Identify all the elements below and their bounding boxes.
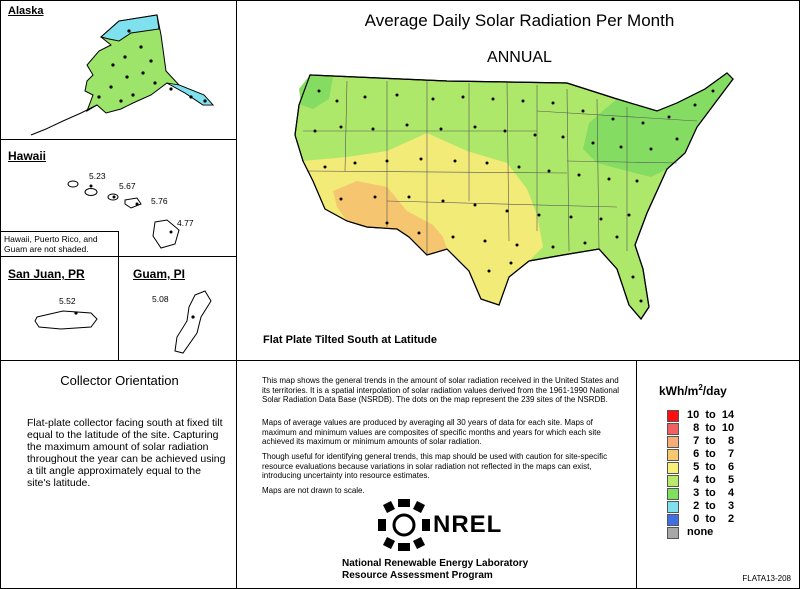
orientation-panel: Collector Orientation Flat-plate collect…	[0, 360, 237, 589]
legend-swatch	[667, 488, 679, 500]
guam-title: Guam, PI	[133, 267, 186, 281]
shading-note: Hawaii, Puerto Rico, and Guam are not sh…	[1, 231, 119, 257]
legend-label: 8 to 10	[687, 422, 735, 434]
hawaii-inset: Hawaii 5.23 5.67 5.76 4.77 Hawaii, Puert…	[0, 139, 237, 257]
hawaii-value-2: 5.67	[119, 181, 136, 191]
legend-label: 3 to 4	[687, 487, 735, 499]
sanjuan-value: 5.52	[59, 296, 76, 306]
hawaii-value-3: 5.76	[151, 196, 168, 206]
legend-label: none	[687, 526, 714, 538]
sanjuan-inset: San Juan, PR 5.52	[0, 256, 119, 361]
nrel-logo-text: NREL	[433, 511, 503, 538]
legend-swatch	[667, 423, 679, 435]
legend-swatch	[667, 527, 679, 539]
legend-swatch	[667, 449, 679, 461]
alaska-map	[30, 14, 215, 136]
hawaii-value-4: 4.77	[177, 218, 194, 228]
description-p3: Though useful for identifying general tr…	[262, 452, 608, 480]
hawaii-title: Hawaii	[8, 149, 47, 163]
legend-label: 2 to 3	[687, 500, 735, 512]
hawaii-map	[67, 180, 180, 249]
description-p4: Maps are not drawn to scale.	[262, 486, 365, 495]
legend-label: 0 to 2	[687, 513, 735, 525]
map-subtitle: Flat Plate Tilted South at Latitude	[263, 334, 437, 346]
legend-label: 6 to 7	[687, 448, 735, 460]
legend-panel: kWh/m2/day 10 to 14 8 to 10 7 to 8 6 to …	[636, 360, 800, 589]
orientation-heading: Collector Orientation	[60, 373, 179, 388]
legend-swatch	[667, 514, 679, 526]
legend-swatch	[667, 462, 679, 474]
legend-swatch	[667, 436, 679, 448]
legend-label: 7 to 8	[687, 435, 735, 447]
us-solar-map	[294, 72, 734, 320]
hawaii-value-1: 5.23	[89, 171, 106, 181]
legend-label: 5 to 6	[687, 461, 735, 473]
alaska-inset: Alaska	[0, 0, 237, 140]
nrel-logo-icon	[378, 499, 430, 551]
description-p1: This map shows the general trends in the…	[262, 376, 620, 404]
description-panel: This map shows the general trends in the…	[236, 360, 637, 589]
program-name: Resource Assessment Program	[342, 570, 493, 581]
guam-value: 5.08	[152, 294, 169, 304]
guam-map	[174, 290, 212, 354]
legend-swatch	[667, 475, 679, 487]
legend-swatch	[667, 410, 679, 422]
legend-label: 10 to 14	[687, 409, 735, 421]
puerto-rico-map	[34, 310, 98, 330]
sanjuan-title: San Juan, PR	[8, 267, 85, 281]
period-label: ANNUAL	[487, 49, 552, 66]
legend-label: 4 to 5	[687, 474, 735, 486]
legend-swatch	[667, 501, 679, 513]
guam-inset: Guam, PI 5.08	[118, 256, 237, 361]
figure-code: FLATA13-208	[742, 574, 791, 583]
alaska-title: Alaska	[8, 5, 44, 17]
legend-unit: kWh/m2/day	[659, 383, 727, 398]
map-title: Average Daily Solar Radiation Per Month	[364, 11, 675, 30]
orientation-text: Flat-plate collector facing south at fix…	[27, 417, 226, 489]
lab-name: National Renewable Energy Laboratory	[342, 558, 529, 569]
description-p2: Maps of average values are produced by a…	[262, 418, 601, 446]
main-map-panel: Average Daily Solar Radiation Per Month …	[236, 0, 800, 361]
